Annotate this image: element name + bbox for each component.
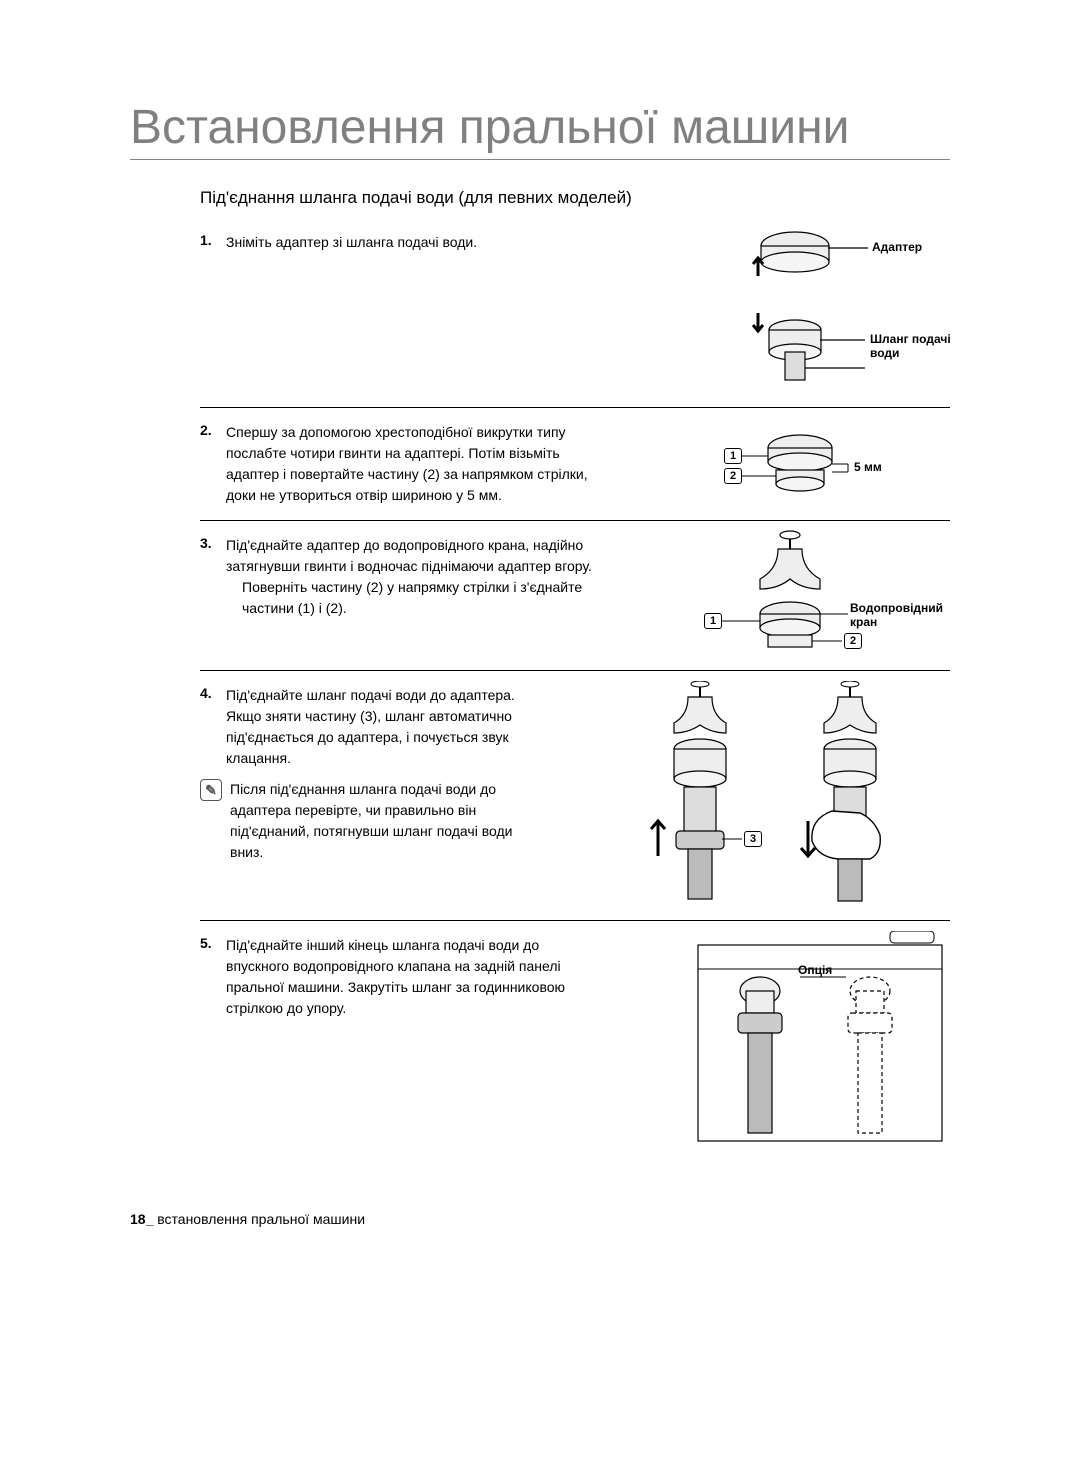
step-number: 3. (200, 535, 218, 551)
callout-3: 3 (744, 831, 762, 847)
step-1: 1. Зніміть адаптер зі шланга подачі води… (200, 218, 950, 408)
step-4: 4. Під'єднайте шланг подачі води до адап… (200, 671, 950, 921)
step-text: Під'єднайте шланг подачі води до адаптер… (226, 685, 536, 769)
callout-1: 1 (724, 448, 742, 464)
callout-1: 1 (704, 613, 722, 629)
note-icon: ✎ (200, 779, 222, 801)
label-option: Опція (798, 963, 832, 977)
callout-2: 2 (724, 468, 742, 484)
content-block: Під'єднання шланга подачі води (для певн… (130, 188, 950, 1151)
footer-page-number: 18_ (130, 1211, 153, 1227)
step-5: 5. Під'єднайте інший кінець шланга подач… (200, 921, 950, 1151)
label-hose: Шланг подачі води (870, 332, 960, 360)
step-number: 5. (200, 935, 218, 951)
step-text: Зніміть адаптер зі шланга подачі води. (226, 232, 626, 253)
step-number: 2. (200, 422, 218, 438)
step-text: Під'єднайте адаптер до водопровідного кр… (226, 537, 592, 574)
step-3: 3. Під'єднайте адаптер до водопровідного… (200, 521, 950, 671)
section-subtitle: Під'єднання шланга подачі води (для певн… (200, 188, 950, 208)
page-title: Встановлення пральної машини (130, 100, 950, 160)
page-footer: 18_ встановлення пральної машини (130, 1211, 950, 1227)
callout-2: 2 (844, 633, 862, 649)
step-number: 1. (200, 232, 218, 248)
step-text: Спершу за допомогою хрестоподібної викру… (226, 422, 596, 506)
step-text-indent: Поверніть частину (2) у напрямку стрілки… (226, 577, 596, 619)
illustration-adapter-gap: 1 2 5 мм (720, 420, 950, 510)
illustration-adapter-hose: Адаптер Шланг подачі води (690, 218, 950, 388)
illustration-tap: 1 2 Водопровідний кран (690, 529, 950, 669)
illustration-inlet-valve: Опція (690, 931, 950, 1151)
label-tap: Водопровідний кран (850, 601, 950, 629)
step-text: Під'єднайте інший кінець шланга подачі в… (226, 935, 596, 1019)
label-adapter: Адаптер (872, 240, 922, 254)
label-gap: 5 мм (854, 460, 882, 474)
note-text: Після під'єднання шланга подачі води до … (230, 779, 520, 863)
step-number: 4. (200, 685, 218, 701)
step-2: 2. Спершу за допомогою хрестоподібної ви… (200, 408, 950, 521)
illustration-hose-connect: 3 (640, 681, 950, 911)
footer-section: встановлення пральної машини (153, 1211, 365, 1227)
